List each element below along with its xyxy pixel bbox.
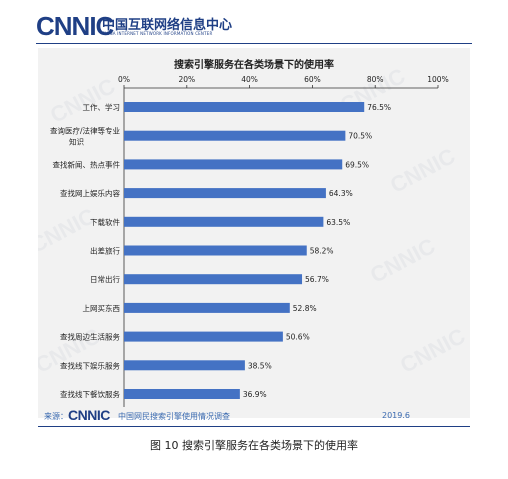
source-label: 来源： [44, 412, 68, 421]
header-divider [36, 43, 472, 44]
x-tick-label: 80% [367, 75, 384, 84]
category-label: 查找线下餐饮服务 [60, 389, 120, 399]
category-label-line: 工作、学习 [83, 102, 121, 112]
bar [124, 331, 283, 342]
bar [124, 360, 245, 371]
data-label: 52.8% [293, 304, 317, 313]
category-label-line: 出差旅行 [90, 246, 120, 256]
data-label: 69.5% [345, 160, 369, 169]
category-label-line: 查找新闻、热点事件 [53, 159, 121, 169]
category-label-line: 查询医疗/法律等专业 [50, 126, 121, 136]
chart-footer: 来源： CNNIC 中国网民搜索引擎使用情况调查 2019.6 [38, 407, 470, 425]
bar [124, 188, 326, 199]
data-label: 58.2% [310, 247, 334, 256]
data-label: 64.3% [329, 189, 353, 198]
footer-divider [38, 426, 470, 427]
category-label: 查找新闻、热点事件 [53, 159, 121, 169]
category-label: 上网买东西 [83, 303, 121, 313]
category-label: 日常出行 [90, 274, 120, 284]
footer-cnnic-logo: CNNIC [68, 407, 110, 423]
chart-title: 搜索引擎服务在各类场景下的使用率 [174, 60, 334, 71]
category-label-line: 日常出行 [90, 274, 120, 284]
category-label-line: 上网买东西 [83, 303, 121, 313]
category-label-line: 知识 [69, 137, 84, 147]
bar [124, 102, 365, 112]
data-label: 38.5% [248, 361, 272, 370]
org-name-en: CHINA INTERNET NETWORK INFORMATION CENTE… [102, 31, 213, 36]
data-label: 76.5% [367, 103, 391, 112]
data-label: 70.5% [348, 132, 372, 141]
category-label-line: 查找周边生活服务 [60, 332, 120, 342]
bar [124, 159, 343, 170]
x-tick-label: 40% [241, 75, 258, 84]
bar [124, 389, 240, 399]
category-label: 出差旅行 [90, 246, 120, 256]
category-label-line: 下载软件 [90, 217, 120, 227]
category-label-line: 查找线下娱乐服务 [60, 360, 120, 370]
category-label-line: 查找线下餐饮服务 [60, 389, 120, 399]
category-label: 查询医疗/法律等专业知识 [50, 126, 121, 147]
category-label-line: 查找网上娱乐内容 [60, 188, 120, 198]
bar [124, 302, 290, 313]
category-label: 工作、学习 [83, 102, 121, 112]
x-tick-label: 0% [118, 75, 130, 84]
bar [124, 130, 346, 141]
bar [124, 245, 307, 256]
x-tick-label: 100% [427, 75, 448, 84]
figure-caption: 图 10 搜索引擎服务在各类场景下的使用率 [150, 439, 358, 452]
cnnic-logo: CNNIC [36, 11, 114, 41]
survey-date: 2019.6 [382, 411, 410, 420]
category-label: 下载软件 [90, 217, 120, 227]
bar [124, 274, 303, 285]
survey-name: 中国网民搜索引擎使用情况调查 [118, 412, 230, 421]
data-label: 63.5% [326, 218, 350, 227]
category-label: 查找网上娱乐内容 [60, 188, 120, 198]
bar [124, 216, 324, 227]
x-tick-label: 60% [304, 75, 321, 84]
data-label: 50.6% [286, 333, 310, 342]
org-name-cn: 中国互联网络信息中心 [102, 18, 233, 33]
category-label: 查找线下娱乐服务 [60, 360, 120, 370]
x-tick-label: 20% [178, 75, 195, 84]
report-header: CNNIC 中国互联网络信息中心 CHINA INTERNET NETWORK … [36, 12, 472, 42]
data-label: 56.7% [305, 275, 329, 284]
category-label: 查找周边生活服务 [60, 332, 120, 342]
data-label: 36.9% [243, 390, 267, 399]
usage-bar-chart: 0% 20% 40% 60% 80% 100% 76.5% 工作、学习 70.5% 查询医疗/法律… [50, 75, 449, 407]
